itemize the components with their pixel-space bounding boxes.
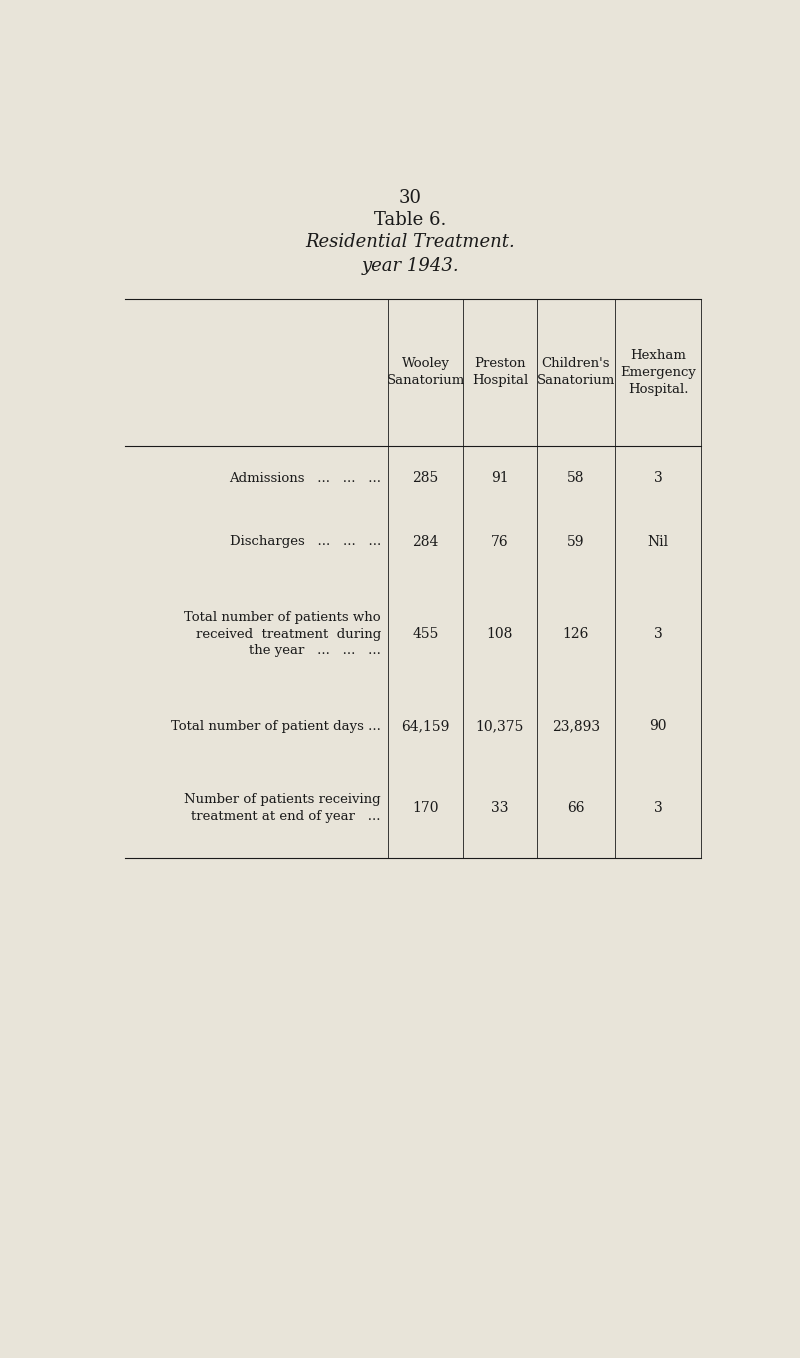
Text: 126: 126 — [562, 627, 589, 641]
Text: 66: 66 — [567, 801, 585, 815]
Text: Preston
Hospital: Preston Hospital — [472, 357, 528, 387]
Text: 33: 33 — [491, 801, 509, 815]
Text: 58: 58 — [567, 471, 585, 485]
Text: 3: 3 — [654, 471, 662, 485]
Text: Table 6.: Table 6. — [374, 210, 446, 230]
Text: 170: 170 — [412, 801, 438, 815]
Text: 30: 30 — [398, 189, 422, 208]
Text: Number of patients receiving
treatment at end of year   ...: Number of patients receiving treatment a… — [184, 793, 381, 823]
Text: Total number of patient days ...: Total number of patient days ... — [171, 720, 381, 733]
Text: 3: 3 — [654, 801, 662, 815]
Text: 64,159: 64,159 — [402, 720, 450, 733]
Text: Children's
Sanatorium: Children's Sanatorium — [537, 357, 615, 387]
Text: Residential Treatment.: Residential Treatment. — [305, 234, 515, 251]
Text: 455: 455 — [412, 627, 438, 641]
Text: 108: 108 — [486, 627, 513, 641]
Text: 10,375: 10,375 — [476, 720, 524, 733]
Text: 3: 3 — [654, 627, 662, 641]
Text: 23,893: 23,893 — [552, 720, 600, 733]
Text: Wooley
Sanatorium: Wooley Sanatorium — [386, 357, 465, 387]
Text: Admissions   ...   ...   ...: Admissions ... ... ... — [229, 471, 381, 485]
Text: year 1943.: year 1943. — [361, 257, 459, 276]
Text: 284: 284 — [412, 535, 438, 549]
Text: Nil: Nil — [647, 535, 669, 549]
Text: Discharges   ...   ...   ...: Discharges ... ... ... — [230, 535, 381, 549]
Text: 59: 59 — [567, 535, 585, 549]
Text: 76: 76 — [491, 535, 509, 549]
Text: Total number of patients who
received  treatment  during
the year   ...   ...   : Total number of patients who received tr… — [184, 611, 381, 657]
Text: 90: 90 — [650, 720, 666, 733]
Text: 91: 91 — [491, 471, 509, 485]
Text: Hexham
Emergency
Hospital.: Hexham Emergency Hospital. — [620, 349, 696, 395]
Text: 285: 285 — [412, 471, 438, 485]
